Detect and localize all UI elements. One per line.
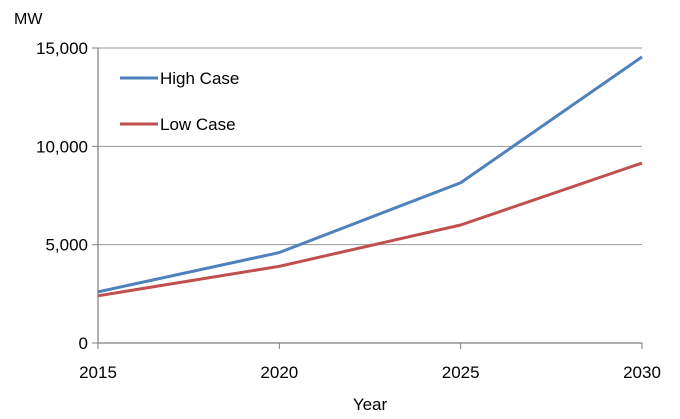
y-tick-label: 15,000 [36,39,88,58]
legend-label-low-case: Low Case [160,115,236,134]
series-line-low-case [97,161,643,298]
legend-label-high-case: High Case [160,69,239,88]
y-tick-label: 5,000 [45,236,88,255]
y-unit-label: MW [14,11,43,28]
x-tick-label: 2025 [442,363,480,382]
series-lines [97,55,643,298]
series-line-high-case [97,55,643,294]
y-tick-labels: 0 5,000 10,000 15,000 [36,39,88,353]
x-axis-title: Year [353,395,388,414]
x-tick-label: 2015 [79,363,117,382]
y-tick-label: 0 [79,334,88,353]
axes [92,47,643,349]
x-tick-label: 2030 [623,363,661,382]
legend: High Case Low Case [120,69,239,134]
x-tick-label: 2020 [260,363,298,382]
x-tick-labels: 2015 2020 2025 2030 [79,363,661,382]
y-tick-label: 10,000 [36,137,88,156]
